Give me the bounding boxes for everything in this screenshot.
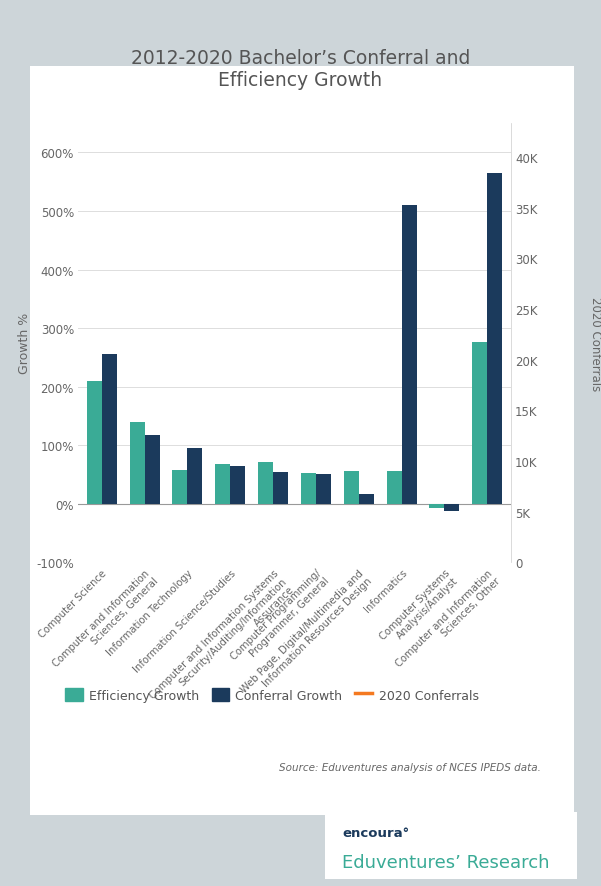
Bar [301,473,316,504]
Bar [430,504,445,509]
Bar [230,466,245,504]
Text: encoura°: encoura° [342,826,409,839]
Text: Eduventures’ Research: Eduventures’ Research [342,853,550,871]
Bar [188,448,203,504]
Bar [401,206,416,504]
Legend: Efficiency Growth, Conferral Growth, 2020 Conferrals: Efficiency Growth, Conferral Growth, 202… [60,683,484,707]
Bar [445,504,459,511]
Bar [273,472,288,504]
Bar [130,423,144,504]
Bar [487,174,502,504]
Bar [359,494,374,504]
Bar [87,381,102,504]
Text: 2012-2020 Bachelor’s Conferral and
Efficiency Growth: 2012-2020 Bachelor’s Conferral and Effic… [131,49,470,89]
Y-axis label: Growth %: Growth % [17,313,31,374]
Bar [258,462,273,504]
Bar [102,355,117,504]
Bar [344,471,359,504]
Bar [172,470,188,504]
Bar [144,435,159,504]
Y-axis label: 2020 Conferrals: 2020 Conferrals [590,296,601,391]
Bar [472,343,487,504]
Bar [215,464,230,504]
Text: Source: Eduventures analysis of NCES IPEDS data.: Source: Eduventures analysis of NCES IPE… [279,763,541,773]
Bar [386,471,401,504]
Bar [316,475,331,504]
